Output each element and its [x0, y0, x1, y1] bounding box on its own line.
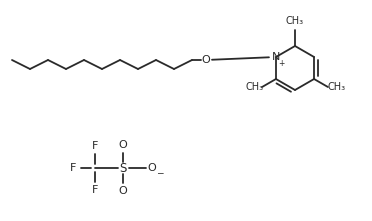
- Text: N: N: [272, 52, 280, 62]
- Text: O: O: [202, 55, 211, 65]
- Text: CH₃: CH₃: [245, 82, 263, 92]
- Text: O: O: [148, 163, 156, 173]
- Text: O: O: [119, 140, 127, 150]
- Text: CH₃: CH₃: [328, 82, 346, 92]
- Text: F: F: [92, 141, 98, 151]
- Text: S: S: [119, 162, 127, 175]
- Text: F: F: [92, 185, 98, 195]
- Text: CH₃: CH₃: [286, 16, 304, 26]
- Text: F: F: [70, 163, 76, 173]
- Text: −: −: [156, 168, 164, 177]
- Text: +: +: [278, 59, 285, 67]
- Text: O: O: [119, 186, 127, 196]
